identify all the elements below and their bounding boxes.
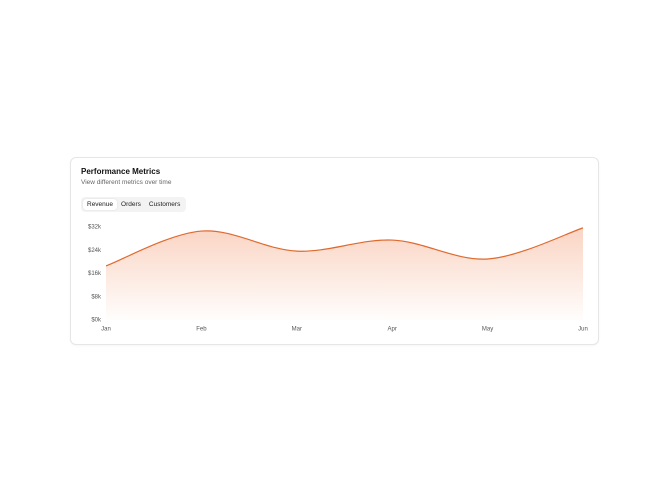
y-tick-label: $0k [91, 318, 102, 324]
x-tick-label: Jun [578, 327, 588, 333]
x-tick-label: May [482, 327, 493, 333]
area [106, 227, 583, 320]
x-tick-label: Apr [388, 327, 397, 333]
card-title: Performance Metrics [81, 167, 161, 176]
x-tick-label: Jan [101, 327, 111, 333]
y-tick-label: $24k [88, 248, 102, 254]
card-subtitle: View different metrics over time [81, 179, 172, 186]
y-tick-label: $16k [88, 271, 102, 277]
x-tick-label: Feb [196, 327, 207, 333]
x-tick-label: Mar [292, 327, 302, 333]
tab[interactable]: Orders [121, 201, 141, 208]
tab[interactable]: Customers [148, 201, 181, 208]
line [105, 227, 584, 267]
y-tick-label: $32k [88, 225, 102, 231]
tab[interactable]: Revenue [83, 199, 118, 210]
tab-list: Revenue Orders Customers [81, 197, 187, 212]
y-tick-label: $8k [91, 294, 102, 300]
